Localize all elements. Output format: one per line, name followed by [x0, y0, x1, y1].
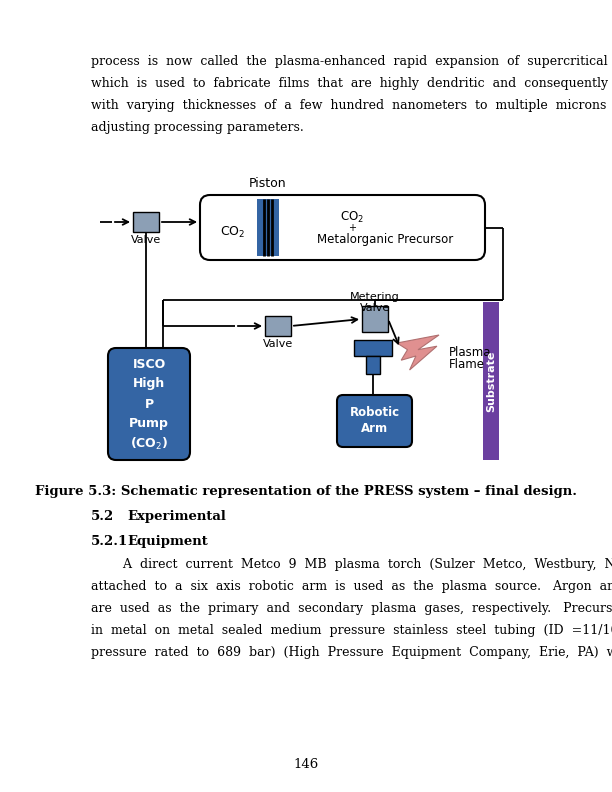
Text: 146: 146 — [293, 758, 319, 771]
Text: (CO$_2$): (CO$_2$) — [130, 436, 168, 452]
Bar — [366, 356, 380, 374]
Text: ISCO: ISCO — [132, 357, 166, 371]
FancyBboxPatch shape — [337, 395, 412, 447]
Text: High: High — [133, 378, 165, 390]
Text: Valve: Valve — [263, 339, 293, 349]
Text: in  metal  on  metal  sealed  medium  pressure  stainless  steel  tubing  (ID  =: in metal on metal sealed medium pressure… — [91, 624, 612, 637]
Text: Figure 5.3: Schematic representation of the PRESS system – final design.: Figure 5.3: Schematic representation of … — [35, 485, 577, 498]
Text: pressure  rated  to  689  bar)  (High  Pressure  Equipment  Company,  Erie,  PA): pressure rated to 689 bar) (High Pressur… — [91, 646, 612, 659]
FancyBboxPatch shape — [108, 348, 190, 460]
Text: are  used  as  the  primary  and  secondary  plasma  gases,  respectively.   Pre: are used as the primary and secondary pl… — [91, 602, 612, 615]
FancyBboxPatch shape — [200, 195, 485, 260]
Text: Equipment: Equipment — [127, 535, 207, 548]
Bar — [265, 316, 291, 336]
Text: A  direct  current  Metco  9  MB  plasma  torch  (Sulzer  Metco,  Westbury,  NY): A direct current Metco 9 MB plasma torch… — [91, 558, 612, 571]
Text: Valve: Valve — [131, 235, 161, 245]
Text: adjusting processing parameters.: adjusting processing parameters. — [91, 121, 304, 134]
Text: Experimental: Experimental — [127, 510, 226, 523]
Text: with  varying  thicknesses  of  a  few  hundred  nanometers  to  multiple  micro: with varying thicknesses of a few hundre… — [91, 99, 612, 112]
Text: Piston: Piston — [249, 177, 287, 190]
Text: Plasma: Plasma — [449, 345, 491, 359]
Text: Metering: Metering — [350, 292, 400, 302]
Bar — [133, 212, 159, 232]
Text: Valve: Valve — [360, 303, 390, 313]
Text: Metalorganic Precursor: Metalorganic Precursor — [317, 233, 453, 246]
Bar — [354, 340, 392, 356]
Bar — [483, 302, 499, 460]
Text: P: P — [144, 398, 154, 410]
Text: attached  to  a  six  axis  robotic  arm  is  used  as  the  plasma  source.   A: attached to a six axis robotic arm is us… — [91, 580, 612, 593]
Text: 5.2.1: 5.2.1 — [91, 535, 129, 548]
Bar — [362, 306, 388, 332]
Text: CO$_2$: CO$_2$ — [220, 224, 245, 239]
Text: Arm: Arm — [361, 422, 388, 436]
Text: process  is  now  called  the  plasma-enhanced  rapid  expansion  of  supercriti: process is now called the plasma-enhance… — [91, 55, 612, 68]
Text: Robotic: Robotic — [349, 406, 400, 420]
Text: +: + — [348, 223, 356, 233]
Text: 5.2: 5.2 — [91, 510, 114, 523]
Text: which  is  used  to  fabricate  films  that  are  highly  dendritic  and  conseq: which is used to fabricate films that ar… — [91, 77, 612, 90]
Text: CO$_2$: CO$_2$ — [340, 209, 364, 225]
Text: Pump: Pump — [129, 417, 169, 431]
Text: Flame: Flame — [449, 357, 485, 371]
Bar — [257, 199, 279, 256]
Text: Substrate: Substrate — [486, 350, 496, 412]
Polygon shape — [397, 335, 439, 370]
